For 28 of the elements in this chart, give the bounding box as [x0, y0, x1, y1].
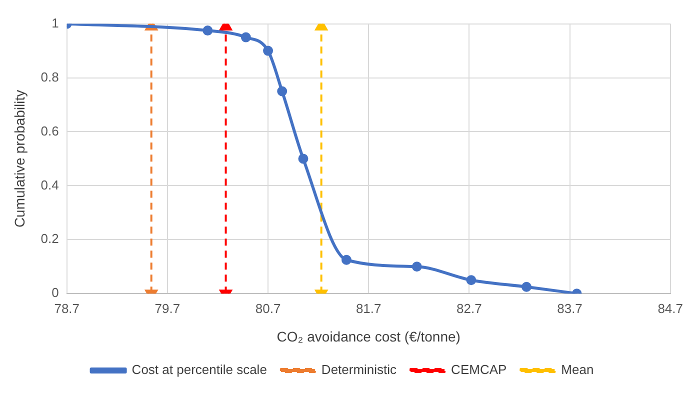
y-tick-label: 0.4: [40, 177, 59, 192]
legend-label: Cost at percentile scale: [132, 362, 267, 378]
legend-label: Mean: [561, 362, 594, 378]
point: [202, 26, 213, 36]
x-axis-title: CO₂ avoidance cost (€/tonne): [276, 328, 460, 344]
x-tick-label: 81.7: [356, 300, 382, 316]
point: [263, 46, 274, 56]
point: [298, 154, 308, 164]
y-tick-label: 0.6: [40, 123, 59, 138]
x-tick-label: 83.7: [557, 300, 582, 316]
y-axis-title: Cumulative probability: [11, 90, 28, 228]
point: [466, 275, 476, 286]
y-tick-label: 0.8: [40, 69, 59, 84]
x-tick-label: 78.7: [54, 300, 80, 316]
y-tick-label: 0.2: [40, 231, 59, 246]
point: [412, 262, 422, 272]
legend-label: CEMCAP: [451, 362, 507, 378]
point: [341, 254, 352, 265]
point: [277, 86, 288, 96]
legend-label: Deterministic: [321, 362, 398, 378]
x-tick-label: 84.7: [658, 300, 684, 316]
point: [522, 282, 532, 292]
x-tick-label: 79.7: [154, 300, 180, 316]
x-tick-label: 80.7: [255, 300, 281, 316]
y-tick-label: 0: [52, 285, 59, 300]
x-tick-label: 82.7: [456, 300, 482, 316]
point: [240, 32, 251, 42]
y-tick-label: 1: [52, 15, 59, 30]
